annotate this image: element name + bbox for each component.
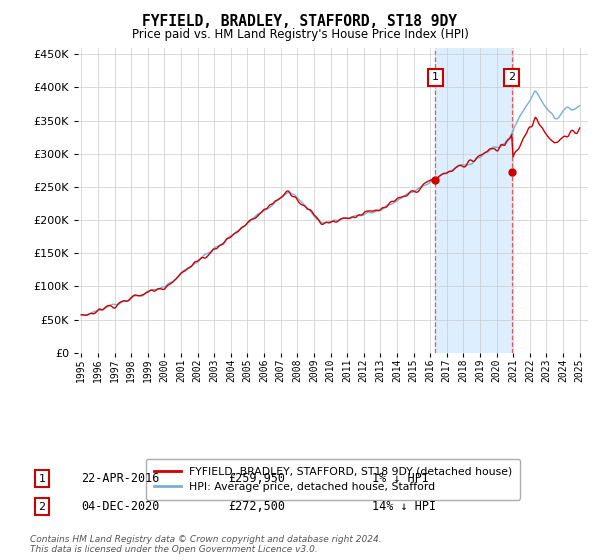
Text: 2: 2 (508, 72, 515, 82)
Text: £272,500: £272,500 (228, 500, 285, 514)
Text: 04-DEC-2020: 04-DEC-2020 (81, 500, 160, 514)
Text: 2: 2 (38, 502, 46, 512)
Legend: FYFIELD, BRADLEY, STAFFORD, ST18 9DY (detached house), HPI: Average price, detac: FYFIELD, BRADLEY, STAFFORD, ST18 9DY (de… (146, 459, 520, 500)
Text: 1: 1 (431, 72, 439, 82)
Text: £259,950: £259,950 (228, 472, 285, 486)
Text: Price paid vs. HM Land Registry's House Price Index (HPI): Price paid vs. HM Land Registry's House … (131, 28, 469, 41)
Text: FYFIELD, BRADLEY, STAFFORD, ST18 9DY: FYFIELD, BRADLEY, STAFFORD, ST18 9DY (143, 14, 458, 29)
Text: 22-APR-2016: 22-APR-2016 (81, 472, 160, 486)
Text: Contains HM Land Registry data © Crown copyright and database right 2024.
This d: Contains HM Land Registry data © Crown c… (30, 535, 382, 554)
Bar (435, 48, 512, 353)
Text: 1: 1 (38, 474, 46, 484)
Text: 14% ↓ HPI: 14% ↓ HPI (372, 500, 436, 514)
Text: 1% ↓ HPI: 1% ↓ HPI (372, 472, 429, 486)
